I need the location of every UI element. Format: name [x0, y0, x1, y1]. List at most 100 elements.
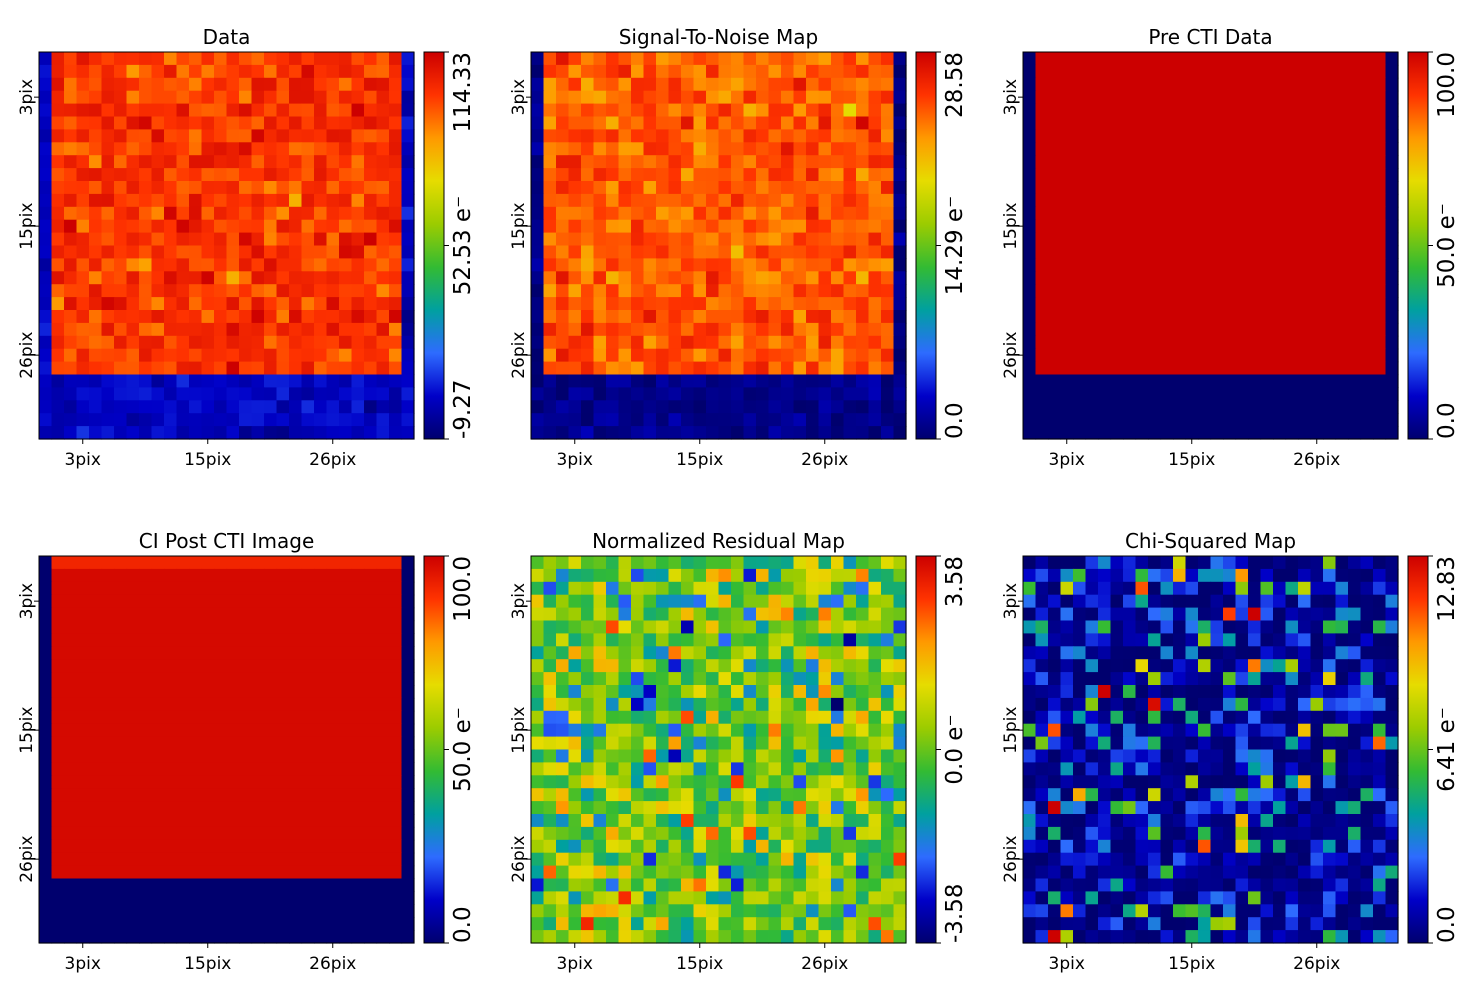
heatmap-cell	[126, 284, 140, 298]
heatmap-cell	[893, 762, 907, 776]
heatmap-cell	[139, 917, 153, 931]
heatmap-cell	[1210, 374, 1224, 388]
heatmap-cell	[39, 917, 53, 931]
heatmap-cell	[1160, 90, 1174, 105]
heatmap-cell	[1285, 77, 1299, 92]
heatmap-cell	[276, 361, 290, 376]
heatmap-cell	[531, 181, 545, 195]
heatmap-cell	[1273, 620, 1287, 634]
heatmap-cell	[264, 814, 278, 828]
heatmap-cell	[1048, 556, 1062, 570]
heatmap-cell	[1023, 426, 1037, 440]
heatmap-cell	[1235, 374, 1249, 388]
heatmap-cell	[1060, 232, 1074, 247]
heatmap-cell	[89, 814, 103, 828]
heatmap-cell	[301, 348, 315, 363]
heatmap-cell	[289, 90, 303, 105]
heatmap-cell	[881, 646, 895, 660]
heatmap-cell	[643, 659, 657, 673]
heatmap-cell	[856, 193, 870, 208]
heatmap-cell	[264, 556, 278, 570]
heatmap-cell	[656, 749, 670, 763]
heatmap-cell	[376, 155, 390, 169]
heatmap-cell	[39, 245, 53, 259]
heatmap-cell	[806, 374, 820, 388]
heatmap-cell	[1123, 556, 1137, 570]
heatmap-cell	[1310, 400, 1324, 414]
heatmap-cell	[531, 814, 545, 828]
heatmap-cell	[1235, 646, 1249, 660]
heatmap-cell	[1173, 581, 1187, 596]
heatmap-cell	[114, 374, 128, 388]
heatmap-cell	[793, 361, 807, 376]
heatmap-cell	[364, 297, 378, 311]
heatmap-cell	[656, 788, 670, 802]
heatmap-cell	[1160, 116, 1174, 130]
heatmap-cell	[1235, 219, 1249, 234]
heatmap-cell	[114, 646, 128, 660]
heatmap-cell	[781, 672, 795, 686]
heatmap-cell	[1198, 245, 1212, 259]
heatmap-cell	[1098, 594, 1112, 609]
heatmap-cell	[1223, 77, 1237, 92]
heatmap-cell	[389, 232, 403, 247]
heatmap-cell	[151, 556, 165, 570]
heatmap-cell	[543, 865, 557, 880]
heatmap-cell	[1198, 129, 1212, 143]
heatmap-cell	[101, 103, 115, 118]
heatmap-cell	[126, 775, 140, 789]
heatmap-cell	[856, 659, 870, 673]
heatmap-cell	[1223, 168, 1237, 182]
heatmap-cell	[818, 710, 832, 725]
heatmap-cell	[1223, 271, 1237, 285]
heatmap-cell	[1060, 206, 1074, 221]
heatmap-cell	[856, 90, 870, 105]
heatmap-cell	[1298, 168, 1312, 182]
heatmap-cell	[289, 193, 303, 208]
heatmap-cell	[1260, 646, 1274, 660]
heatmap-cell	[351, 594, 365, 609]
heatmap-cell	[843, 219, 857, 234]
heatmap-cell	[1198, 581, 1212, 596]
heatmap-cell	[239, 672, 253, 686]
heatmap-cell	[831, 206, 845, 221]
heatmap-cell	[1223, 284, 1237, 298]
heatmap-cell	[264, 568, 278, 583]
heatmap-cell	[1385, 219, 1399, 234]
heatmap-cell	[151, 155, 165, 169]
heatmap-cell	[793, 788, 807, 802]
heatmap-cell	[364, 891, 378, 905]
heatmap-cell	[1110, 284, 1124, 298]
heatmap-cell	[226, 90, 240, 105]
heatmap-cell	[618, 155, 632, 169]
heatmap-cell	[326, 749, 340, 763]
heatmap-cell	[1260, 155, 1274, 169]
heatmap-cell	[543, 736, 557, 751]
heatmap-cell	[856, 284, 870, 298]
heatmap-cell	[631, 181, 645, 195]
heatmap-cell	[101, 865, 115, 880]
heatmap-cell	[606, 736, 620, 751]
heatmap-cell	[1310, 387, 1324, 401]
heatmap-cell	[706, 90, 720, 105]
heatmap-cell	[631, 556, 645, 570]
heatmap-cell	[618, 90, 632, 105]
heatmap-cell	[89, 852, 103, 867]
heatmap-cell	[768, 206, 782, 221]
heatmap-cell	[581, 904, 595, 918]
heatmap-cell	[351, 865, 365, 880]
heatmap-cell	[1185, 284, 1199, 298]
heatmap-cell	[593, 826, 607, 841]
heatmap-cell	[276, 749, 290, 763]
heatmap-cell	[1085, 361, 1099, 376]
heatmap-cell	[1148, 646, 1162, 660]
heatmap-cell	[1173, 426, 1187, 440]
heatmap-cell	[731, 723, 745, 738]
heatmap-cell	[1285, 271, 1299, 285]
heatmap-cell	[114, 749, 128, 763]
heatmap-cell	[1148, 633, 1162, 647]
heatmap-cell	[1123, 646, 1137, 660]
heatmap-cell	[618, 348, 632, 363]
heatmap-cell	[868, 103, 882, 118]
heatmap-cell	[101, 839, 115, 854]
